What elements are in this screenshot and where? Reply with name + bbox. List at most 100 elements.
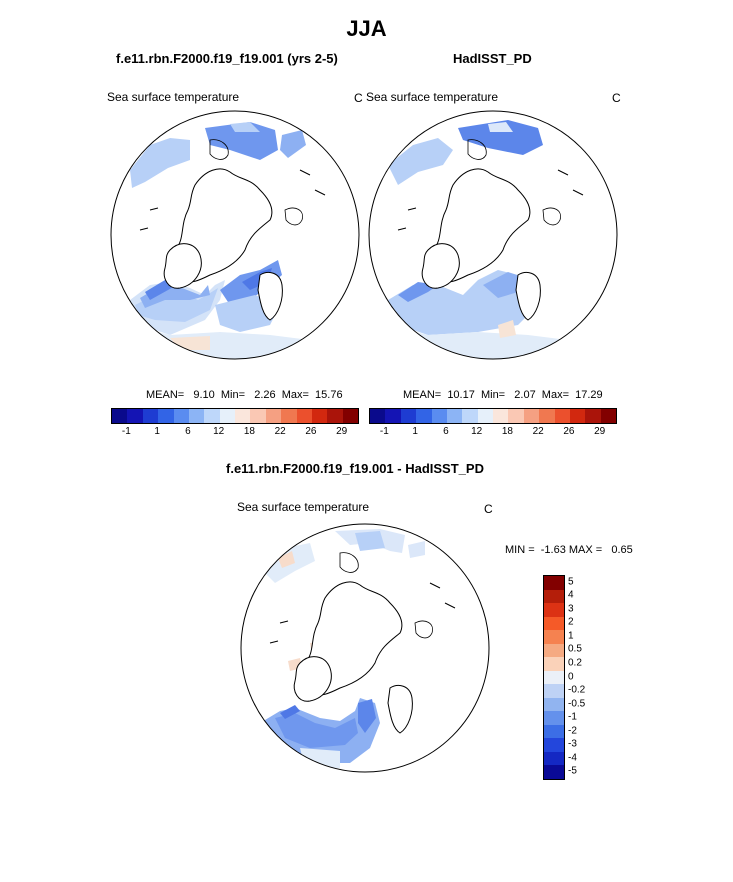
colorbar-swatch [544, 576, 564, 590]
colorbar-tick-label: 5 [568, 576, 574, 588]
colorbar-tick-label: 0 [568, 671, 574, 682]
colorbar-tick-label: 4 [568, 589, 574, 601]
diff-panel-variable-label: Sea surface temperature [237, 500, 370, 514]
colorbar-swatch [416, 409, 432, 423]
colorbar-tick-label: -3 [568, 738, 577, 750]
colorbar-swatch [265, 409, 282, 423]
colorbar-swatch [544, 589, 564, 604]
colorbar-tick-label: 0.5 [568, 643, 582, 655]
colorbar-swatch [173, 409, 189, 423]
diff-panel-units-label: C [484, 502, 493, 516]
page-title: JJA [346, 16, 387, 41]
colorbar-tick-label: 22 [532, 426, 544, 437]
left-colorbar [111, 408, 359, 424]
colorbar-swatch [544, 738, 564, 752]
left-polar-map [110, 110, 360, 360]
colorbar-tick-label: 12 [213, 426, 225, 437]
colorbar-swatch [544, 684, 564, 698]
left-panel-variable-label: Sea surface temperature [107, 90, 240, 104]
diff-colorbar-ticks: 5 4 3 2 1 0.5 0.2 0 -0.2 -0.5 -1 -2 -3 -4 -5 [568, 575, 608, 778]
colorbar-swatch [493, 409, 509, 423]
colorbar-swatch [544, 630, 564, 644]
colorbar-swatch [544, 670, 564, 685]
colorbar-swatch [311, 409, 328, 423]
colorbar-tick-label: -5 [568, 765, 577, 777]
colorbar-swatch [585, 409, 601, 423]
colorbar-tick-label: 26 [563, 426, 575, 437]
colorbar-swatch [296, 409, 312, 423]
colorbar-tick-label: 0.2 [568, 657, 582, 669]
colorbar-swatch [235, 409, 251, 423]
colorbar-tick-label: 1 [412, 426, 418, 437]
colorbar-tick-label: 12 [471, 426, 483, 437]
colorbar-tick-label: 29 [336, 426, 348, 437]
colorbar-swatch [508, 409, 524, 423]
colorbar-swatch [544, 657, 564, 671]
colorbar-swatch [370, 409, 386, 423]
colorbar-swatch [446, 409, 463, 423]
diff-panel-case-title: f.e11.rbn.F2000.f19_f19.001 - HadISST_PD [226, 461, 484, 476]
colorbar-swatch [188, 409, 205, 423]
colorbar-tick-label: 1 [568, 630, 574, 642]
right-panel-case-title: HadISST_PD [453, 51, 532, 66]
colorbar-swatch [544, 697, 564, 712]
left-panel-case-title: f.e11.rbn.F2000.f19_f19.001 (yrs 2-5) [116, 51, 338, 66]
difference-polar-map [240, 523, 490, 773]
colorbar-tick-label: 18 [501, 426, 513, 437]
colorbar-swatch [342, 409, 358, 423]
colorbar-swatch [281, 409, 297, 423]
colorbar-swatch [554, 409, 570, 423]
colorbar-tick-label: -2 [568, 725, 577, 737]
colorbar-swatch [523, 409, 540, 423]
colorbar-swatch [600, 409, 616, 423]
colorbar-swatch [544, 603, 564, 617]
colorbar-tick-label: -0.5 [568, 698, 586, 710]
left-panel-units-label: C [354, 91, 363, 105]
right-polar-map [368, 110, 618, 360]
colorbar-tick-label: 2 [568, 616, 574, 628]
colorbar-swatch [477, 409, 493, 423]
colorbar-tick-label: -1 [121, 426, 131, 437]
colorbar-tick-label: 6 [443, 426, 449, 437]
colorbar-tick-label: 1 [154, 426, 160, 437]
colorbar-tick-label: -1 [568, 711, 577, 723]
colorbar-tick-label: 3 [568, 603, 574, 615]
colorbar-tick-label: -1 [379, 426, 389, 437]
colorbar-swatch [544, 724, 564, 739]
colorbar-swatch [204, 409, 220, 423]
colorbar-swatch [544, 711, 564, 725]
colorbar-swatch [431, 409, 447, 423]
colorbar-tick-label: 22 [274, 426, 286, 437]
colorbar-swatch [127, 409, 143, 423]
colorbar-tick-label: 6 [185, 426, 191, 437]
diff-colorbar [543, 575, 565, 780]
right-colorbar-ticks: -1 1 6 12 18 22 26 29 [369, 426, 615, 440]
colorbar-tick-label: 26 [305, 426, 317, 437]
colorbar-tick-label: 29 [594, 426, 606, 437]
colorbar-swatch [544, 616, 564, 631]
colorbar-swatch [250, 409, 266, 423]
colorbar-swatch [385, 409, 401, 423]
colorbar-swatch [462, 409, 478, 423]
colorbar-swatch [544, 751, 564, 766]
right-panel-variable-label: Sea surface temperature [366, 90, 499, 104]
colorbar-swatch [219, 409, 235, 423]
colorbar-swatch [544, 643, 564, 658]
colorbar-swatch [544, 765, 564, 779]
left-colorbar-ticks: -1 1 6 12 18 22 26 29 [111, 426, 357, 440]
colorbar-tick-label: -4 [568, 752, 577, 764]
diff-panel-stats: MIN = -1.63 MAX = 0.65 [505, 544, 633, 556]
colorbar-swatch [142, 409, 159, 423]
colorbar-tick-label: -0.2 [568, 684, 586, 696]
left-panel-stats: MEAN= 9.10 Min= 2.26 Max= 15.76 [146, 389, 343, 401]
colorbar-swatch [569, 409, 586, 423]
colorbar-tick-label: 18 [243, 426, 255, 437]
colorbar-swatch [400, 409, 417, 423]
colorbar-swatch [112, 409, 128, 423]
colorbar-swatch [327, 409, 343, 423]
right-colorbar [369, 408, 617, 424]
colorbar-swatch [158, 409, 174, 423]
right-panel-units-label: C [612, 91, 621, 105]
colorbar-swatch [539, 409, 555, 423]
right-panel-stats: MEAN= 10.17 Min= 2.07 Max= 17.29 [403, 389, 603, 401]
